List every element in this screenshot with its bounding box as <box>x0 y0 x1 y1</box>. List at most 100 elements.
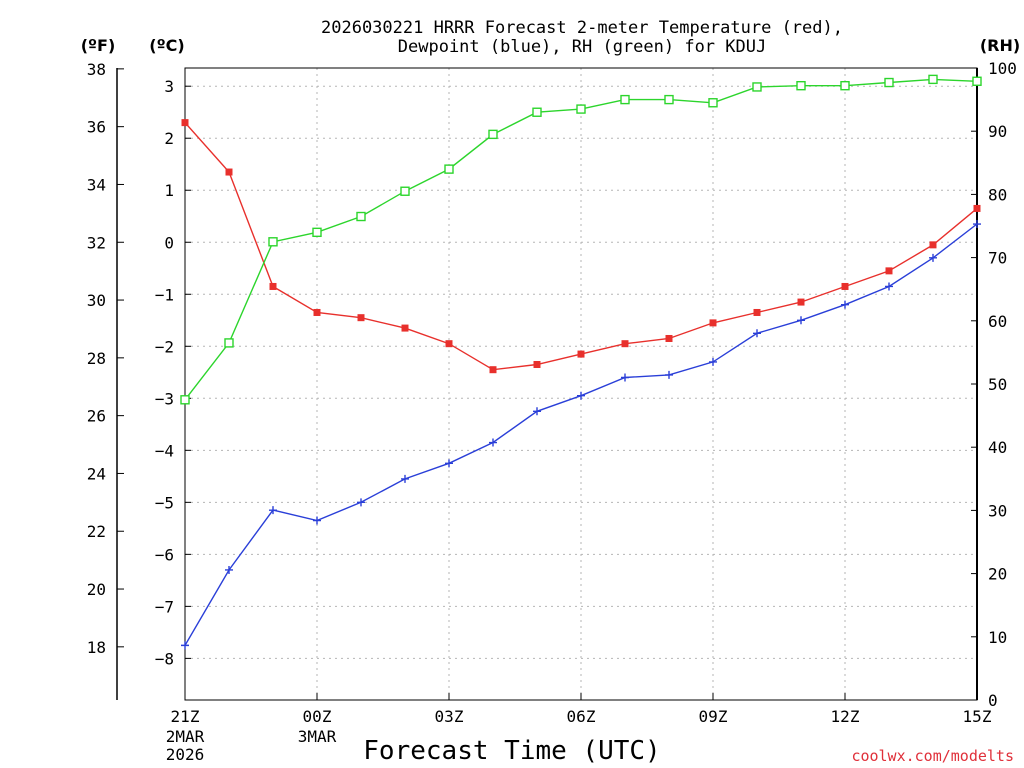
celsius-tick-label: −4 <box>155 441 174 460</box>
x-tick-sublabel: 2MAR <box>166 727 205 746</box>
rh-tick-label: 100 <box>988 59 1017 78</box>
series-layer <box>180 74 982 650</box>
chart-title-line-1: 2026030221 HRRR Forecast 2-meter Tempera… <box>321 18 843 38</box>
x-tick-label: 15Z <box>963 707 992 726</box>
x-tick-label: 09Z <box>699 707 728 726</box>
rh-point <box>488 129 498 140</box>
x-tick-label: 03Z <box>435 707 464 726</box>
celsius-tick-label: −2 <box>155 337 174 356</box>
rh-point <box>752 82 762 92</box>
rh-tick-label: 40 <box>988 438 1007 457</box>
dewpoint-point <box>973 220 981 229</box>
dewpoint-point <box>533 407 541 416</box>
dewpoint-point <box>489 438 497 447</box>
fahrenheit-unit-label: (ºF) <box>81 36 116 55</box>
rh-point <box>620 94 630 105</box>
rh-point <box>444 164 454 174</box>
celsius-tick-label: 3 <box>164 77 174 96</box>
credit-text: coolwx.com/modelts <box>851 747 1014 765</box>
dewpoint-point <box>313 516 321 525</box>
fahrenheit-tick-label: 32 <box>87 233 106 252</box>
rh-tick-label: 80 <box>988 185 1007 204</box>
celsius-tick-label: 2 <box>164 129 174 148</box>
fahrenheit-tick-label: 30 <box>87 291 106 310</box>
dewpoint-point <box>797 316 805 325</box>
temperature-point <box>357 314 365 322</box>
dewpoint-point <box>665 370 673 379</box>
rh-point <box>708 98 718 108</box>
fahrenheit-tick-label: 26 <box>87 407 106 426</box>
rh-point <box>532 107 542 117</box>
rh-tick-label: 70 <box>988 249 1007 268</box>
temperature-point <box>445 340 453 348</box>
temperature-point <box>577 350 585 358</box>
rh-tick-label: 20 <box>988 565 1007 584</box>
temperature-point <box>489 366 497 374</box>
temperature-point <box>225 168 233 176</box>
fahrenheit-tick-label: 34 <box>87 175 106 194</box>
x-tick-label: 00Z <box>303 707 332 726</box>
temperature-point <box>313 308 321 316</box>
celsius-tick-label: −3 <box>155 389 174 408</box>
x-tick-label: 12Z <box>831 707 860 726</box>
fahrenheit-tick-label: 20 <box>87 580 106 599</box>
x-tick-sublabel: 2026 <box>166 745 205 764</box>
celsius-tick-label: −1 <box>155 285 174 304</box>
dewpoint-point <box>841 300 849 309</box>
rh-tick-label: 50 <box>988 375 1007 394</box>
temperature-point <box>533 360 541 368</box>
temperature-point <box>665 334 673 342</box>
temperature-point <box>269 282 277 290</box>
temperature-point <box>401 324 409 332</box>
rh-point <box>664 94 674 105</box>
plot-frame <box>184 67 978 701</box>
celsius-tick-label: 1 <box>164 181 174 200</box>
dewpoint-point <box>621 373 629 382</box>
axes: 38363432302826242220183210−1−2−3−4−5−6−7… <box>87 59 1017 764</box>
rh-tick-label: 90 <box>988 122 1007 141</box>
rh-point <box>928 74 938 85</box>
rh-point <box>312 227 322 238</box>
x-tick-sublabel: 3MAR <box>298 727 337 746</box>
dewpoint-point <box>225 565 233 574</box>
fahrenheit-tick-label: 24 <box>87 464 106 483</box>
rh-point <box>356 211 366 222</box>
temperature-point <box>885 267 893 275</box>
rh-unit-label: (RH) <box>980 36 1020 55</box>
temperature-point <box>753 308 761 316</box>
temperature-point <box>797 298 805 306</box>
dewpoint-point <box>753 329 761 338</box>
dewpoint-point <box>709 357 717 366</box>
fahrenheit-tick-label: 18 <box>87 638 106 657</box>
temperature-point <box>621 340 629 348</box>
rh-point <box>576 104 586 114</box>
rh-tick-label: 10 <box>988 628 1007 647</box>
celsius-tick-label: 0 <box>164 233 174 252</box>
temperature-point <box>709 319 717 327</box>
rh-point <box>840 80 850 91</box>
dewpoint-point <box>885 282 893 291</box>
celsius-tick-label: −6 <box>155 545 174 564</box>
x-tick-label: 06Z <box>567 707 596 726</box>
fahrenheit-tick-label: 22 <box>87 522 106 541</box>
rh-point <box>224 338 234 348</box>
temperature-point <box>973 204 981 212</box>
dewpoint-point <box>929 253 937 262</box>
fahrenheit-tick-label: 28 <box>87 349 106 368</box>
chart-title-line-2: Dewpoint (blue), RH (green) for KDUJ <box>398 37 766 57</box>
x-axis-label: Forecast Time (UTC) <box>363 736 660 766</box>
dewpoint-point <box>577 391 585 400</box>
rh-point <box>400 186 410 196</box>
rh-point <box>884 77 894 88</box>
rh-tick-label: 0 <box>988 691 998 710</box>
rh-point <box>972 76 982 86</box>
celsius-tick-label: −7 <box>155 597 174 616</box>
gridlines <box>185 68 977 700</box>
rh-tick-label: 60 <box>988 312 1007 331</box>
celsius-tick-label: −8 <box>155 649 174 668</box>
celsius-unit-label: (ºC) <box>149 36 184 55</box>
rh-point <box>268 237 278 247</box>
fahrenheit-tick-label: 36 <box>87 118 106 137</box>
temperature-point <box>929 241 937 249</box>
